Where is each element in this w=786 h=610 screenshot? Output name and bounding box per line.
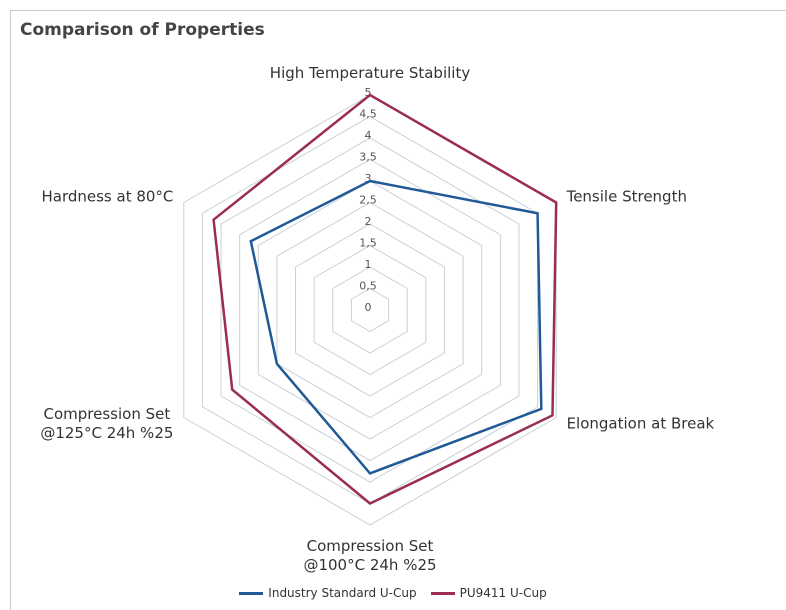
grid-ring bbox=[276, 201, 464, 419]
legend-swatch bbox=[239, 591, 264, 595]
r-tick-label: 4,5 bbox=[359, 108, 377, 121]
r-tick-label: 1 bbox=[365, 258, 372, 271]
axis-label: Compression Set @100°C 24h %25 bbox=[303, 537, 437, 574]
axis-label: Hardness at 80°C bbox=[41, 187, 174, 205]
axis-label: High Temperature Stability bbox=[269, 64, 471, 82]
r-tick-label: 1,5 bbox=[359, 237, 377, 250]
legend-label: PU9411 U-Cup bbox=[459, 586, 547, 600]
r-tick-label: 0,5 bbox=[359, 280, 377, 293]
axis-label: Compression Set @125°C 24h %25 bbox=[40, 404, 174, 442]
r-tick-label: 5 bbox=[365, 86, 372, 99]
panel-border bbox=[10, 10, 786, 610]
legend: Industry Standard U-Cup PU9411 U-Cup bbox=[0, 586, 786, 600]
grid-ring bbox=[239, 158, 501, 462]
r-tick-label: 3 bbox=[365, 172, 372, 185]
series-line bbox=[249, 179, 543, 475]
legend-item: Industry Standard U-Cup bbox=[239, 586, 417, 600]
grid-ring bbox=[350, 287, 390, 333]
legend-swatch bbox=[430, 591, 455, 595]
grid-ring bbox=[220, 137, 520, 483]
grid-ring bbox=[295, 223, 445, 397]
r-tick-label: 3,5 bbox=[359, 151, 377, 164]
r-tick-label: 0 bbox=[365, 301, 372, 314]
chart-title: Comparison of Properties bbox=[20, 20, 265, 40]
legend-item: PU9411 U-Cup bbox=[430, 586, 547, 600]
legend-label: Industry Standard U-Cup bbox=[268, 586, 417, 600]
series-line bbox=[212, 93, 558, 505]
r-tick-label: 2 bbox=[365, 215, 372, 228]
axis-label: Tensile Strength bbox=[566, 187, 687, 205]
grid-ring bbox=[313, 244, 427, 376]
grid-ring bbox=[257, 180, 483, 440]
r-tick-label: 4 bbox=[365, 129, 372, 142]
axis-label: Elongation at Break bbox=[566, 414, 715, 432]
grid-ring bbox=[332, 266, 408, 354]
r-tick-label: 2,5 bbox=[359, 194, 377, 207]
